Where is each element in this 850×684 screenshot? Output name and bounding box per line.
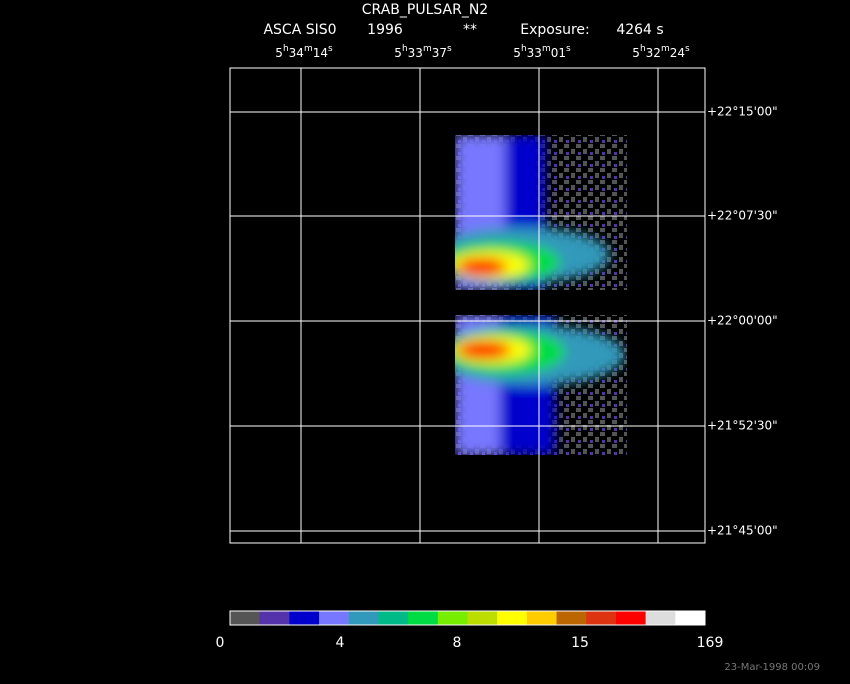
unit: s: [328, 44, 333, 54]
colorbar-cell: [319, 611, 350, 625]
grid: [230, 68, 705, 543]
subtitle-part: ASCA SIS0: [263, 22, 336, 38]
dec-label: +22°00'00": [707, 314, 778, 328]
colorbar-cell: [497, 611, 528, 625]
number: 5: [275, 46, 283, 60]
dec-label: +21°52'30": [707, 419, 778, 433]
colorbar-cell: [586, 611, 617, 625]
number: 24: [670, 46, 685, 60]
unit: s: [685, 44, 690, 54]
unit: h: [283, 44, 289, 54]
ra-label: 5h33m01s: [513, 44, 571, 60]
number: 32: [646, 46, 661, 60]
image-upper: [455, 135, 627, 290]
colorbar-cell: [675, 611, 706, 625]
dec-label: +22°15'00": [707, 105, 778, 119]
number: 5: [394, 46, 402, 60]
timestamp: 23-Mar-1998 00:09: [724, 662, 820, 673]
number: 01: [551, 46, 566, 60]
ra-label: 5h33m37s: [394, 44, 452, 60]
colorbar-label: 4: [336, 635, 345, 651]
subtitle-part: 1996: [367, 22, 403, 38]
colorbar-cell: [645, 611, 676, 625]
colorbar-cell: [289, 611, 320, 625]
unit: m: [661, 44, 670, 54]
subtitle-part: Exposure:: [520, 22, 590, 38]
unit: m: [304, 44, 313, 54]
number: 14: [313, 46, 328, 60]
colorbar-cell: [615, 611, 647, 625]
colorbar-label: 169: [697, 635, 724, 651]
colorbar-cell: [378, 611, 409, 625]
image-lower: [455, 315, 627, 455]
unit: m: [542, 44, 551, 54]
colorbar-cell: [526, 611, 558, 625]
subtitle-part: 4264 s: [616, 22, 663, 38]
colorbar-label: 15: [571, 635, 589, 651]
colorbar-cell: [556, 611, 587, 625]
number: 33: [527, 46, 542, 60]
unit: s: [447, 44, 452, 54]
colorbar-cell: [259, 611, 290, 625]
colorbar-label: 0: [216, 635, 225, 651]
dec-label: +22°07'30": [707, 209, 778, 223]
number: 34: [289, 46, 304, 60]
subtitle-part: **: [463, 22, 477, 38]
unit: h: [521, 44, 527, 54]
colorbar-cell: [467, 611, 498, 625]
ra-label: 5h34m14s: [275, 44, 333, 60]
colorbar-cell: [348, 611, 379, 625]
dec-label: +21°45'00": [707, 524, 778, 538]
number: 37: [432, 46, 447, 60]
number: 5: [513, 46, 521, 60]
unit: h: [402, 44, 408, 54]
colorbar-cell: [437, 611, 468, 625]
colorbar-cell: [230, 611, 261, 625]
number: 33: [408, 46, 423, 60]
title: CRAB_PULSAR_N2: [362, 2, 488, 18]
frame: [229, 67, 706, 544]
colorbar-label: 8: [453, 635, 462, 651]
unit: m: [423, 44, 432, 54]
unit: h: [640, 44, 646, 54]
unit: s: [566, 44, 571, 54]
colorbar-cell: [408, 611, 439, 625]
ra-label: 5h32m24s: [632, 44, 690, 60]
number: 5: [632, 46, 640, 60]
colorbar-frame: [229, 610, 706, 626]
